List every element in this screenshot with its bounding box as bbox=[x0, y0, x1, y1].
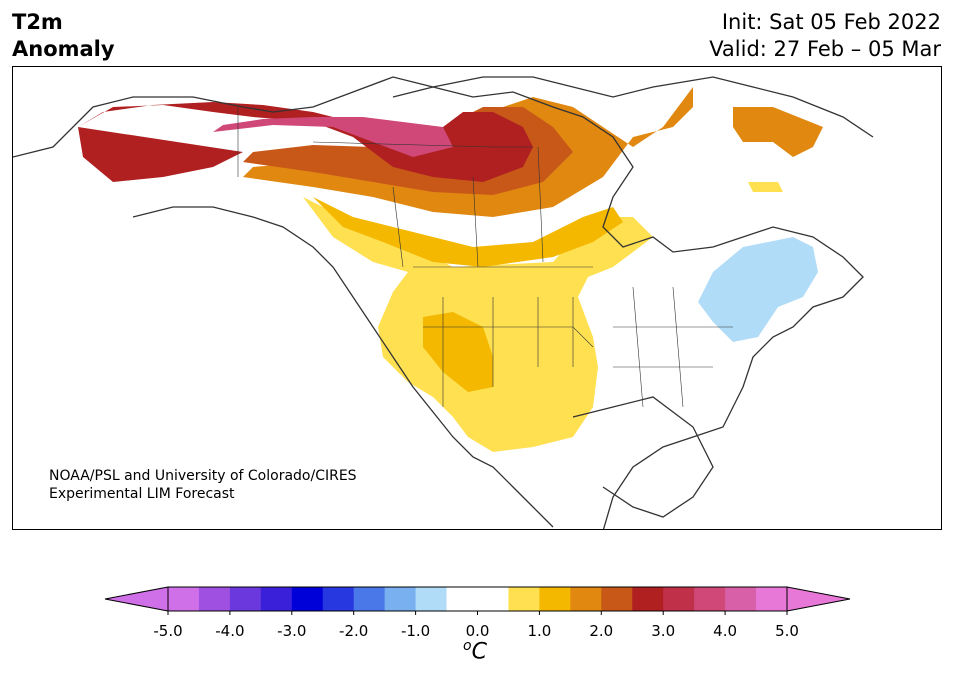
colorbar-segment bbox=[663, 587, 695, 611]
colorbar-segment bbox=[570, 587, 602, 611]
colorbar-segment bbox=[508, 587, 540, 611]
colorbar-tick-label: -3.0 bbox=[277, 622, 307, 640]
colorbar-extend-max bbox=[786, 586, 851, 612]
anomaly-fill-red bbox=[78, 102, 533, 182]
anomaly-fill-gold bbox=[313, 197, 623, 267]
colorbar-segment bbox=[198, 587, 231, 611]
anomaly-map bbox=[13, 76, 874, 529]
colorbar-tick-label: 5.0 bbox=[775, 622, 799, 640]
colorbar-segment bbox=[632, 587, 664, 611]
colorbar-segment bbox=[384, 587, 417, 611]
map-title: T2m Anomaly bbox=[12, 9, 115, 63]
map-panel: NOAA/PSL and University of Colorado/CIRE… bbox=[12, 66, 942, 530]
colorbar-segment bbox=[168, 587, 200, 611]
colorbar-tick-label: 2.0 bbox=[589, 622, 614, 640]
colorbar-tick-label: 3.0 bbox=[651, 622, 676, 640]
data-credit: NOAA/PSL and University of Colorado/CIRE… bbox=[49, 467, 357, 503]
colorbar-tick-label: 1.0 bbox=[527, 622, 552, 640]
colorbar-tick-label: -4.0 bbox=[215, 622, 245, 640]
colorbar-segment bbox=[756, 587, 788, 611]
colorbar bbox=[104, 586, 851, 615]
colorbar-segment bbox=[229, 587, 262, 611]
anomaly-fill-light-yellow-east bbox=[748, 182, 783, 192]
unit-degree: o bbox=[463, 638, 472, 654]
colorbar-segment bbox=[415, 587, 448, 611]
colorbar-tick-label: -1.0 bbox=[400, 622, 431, 640]
credit-line-1: NOAA/PSL and University of Colorado/CIRE… bbox=[49, 468, 357, 484]
state-borders bbox=[237, 107, 733, 408]
colorbar-segment bbox=[601, 587, 633, 611]
colorbar-unit: oC bbox=[463, 638, 487, 664]
title-line-2: Anomaly bbox=[12, 37, 115, 61]
init-date: Init: Sat 05 Feb 2022 bbox=[721, 10, 941, 34]
title-line-1: T2m bbox=[12, 10, 63, 34]
colorbar-segment bbox=[694, 587, 726, 611]
anomaly-fill-pink bbox=[213, 117, 453, 157]
colorbar-segment bbox=[725, 587, 757, 611]
colorbar-tick-label: -2.0 bbox=[339, 622, 369, 640]
anomaly-fill-light-blue bbox=[698, 237, 818, 342]
colorbar-segment bbox=[353, 587, 386, 611]
colorbar-segment bbox=[477, 587, 509, 611]
anomaly-fill-orange-east bbox=[733, 107, 823, 157]
colorbar-tick-label: 4.0 bbox=[713, 622, 738, 640]
forecast-dates: Init: Sat 05 Feb 2022 Valid: 27 Feb – 05… bbox=[709, 9, 941, 63]
coastlines bbox=[13, 76, 874, 529]
colorbar-tick-label: 0.0 bbox=[465, 622, 490, 640]
unit-base: C bbox=[471, 639, 487, 665]
colorbar-extend-min bbox=[104, 586, 169, 612]
colorbar-segment bbox=[322, 587, 355, 611]
anomaly-fill-gold-southwest bbox=[423, 312, 493, 392]
valid-range: Valid: 27 Feb – 05 Mar bbox=[709, 37, 941, 61]
colorbar-tick-label: -5.0 bbox=[153, 622, 183, 640]
colorbar-segment bbox=[260, 587, 293, 611]
credit-line-2: Experimental LIM Forecast bbox=[49, 486, 235, 502]
colorbar-segment bbox=[539, 587, 571, 611]
colorbar-segment bbox=[291, 587, 324, 611]
colorbar-segment bbox=[446, 587, 478, 611]
